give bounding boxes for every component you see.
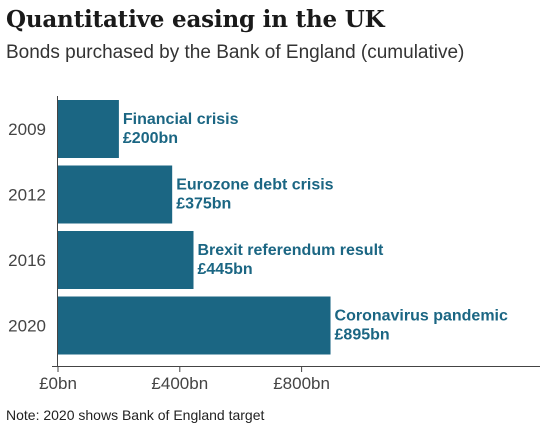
bar-2012 xyxy=(58,165,173,224)
event-label-2020: Coronavirus pandemic xyxy=(335,308,508,325)
category-label-2009: 2009 xyxy=(8,120,46,139)
category-label-2016: 2016 xyxy=(8,251,46,270)
value-label-2009: £200bn xyxy=(123,130,178,147)
category-label-2020: 2020 xyxy=(8,317,46,336)
x-tick-label-2: £800bn xyxy=(273,374,330,393)
event-label-2009: Financial crisis xyxy=(123,111,239,128)
chart-note: Note: 2020 shows Bank of England target xyxy=(6,407,265,423)
chart-subtitle: Bonds purchased by the Bank of England (… xyxy=(6,42,465,63)
bar-2009 xyxy=(58,100,119,158)
x-tick-label-0: £0bn xyxy=(39,374,77,393)
value-label-2012: £375bn xyxy=(176,196,231,213)
chart-title: Quantitative easing in the UK xyxy=(6,6,385,33)
bar-2020 xyxy=(58,296,331,355)
x-tick-label-1: £400bn xyxy=(151,374,208,393)
value-label-2016: £445bn xyxy=(198,261,253,278)
value-label-2020: £895bn xyxy=(335,327,390,344)
event-label-2016: Brexit referendum result xyxy=(198,242,385,259)
event-label-2012: Eurozone debt crisis xyxy=(176,177,333,194)
category-label-2012: 2012 xyxy=(8,186,46,205)
bar-2016 xyxy=(58,231,194,289)
